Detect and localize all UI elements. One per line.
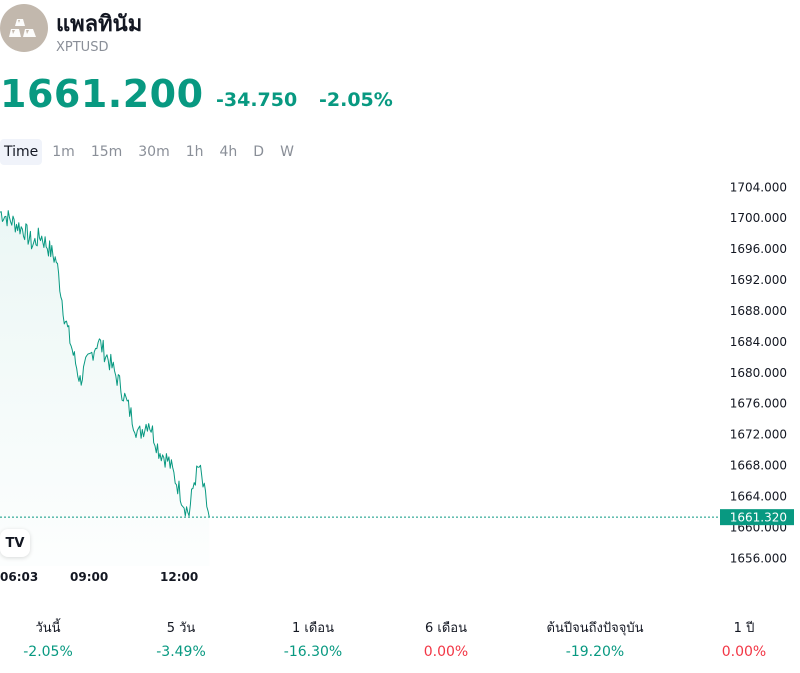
y-tick-label: 1692.000 bbox=[730, 273, 787, 287]
tab-1m[interactable]: 1m bbox=[52, 144, 75, 160]
tradingview-logo[interactable]: TV bbox=[0, 529, 30, 557]
perf-item-1m[interactable]: 1 เดือน -16.30% bbox=[243, 620, 383, 660]
y-tick-label: 1664.000 bbox=[730, 489, 787, 503]
y-tick-label: 1688.000 bbox=[730, 304, 787, 318]
perf-item-ytd[interactable]: ต้นปีจนถึงปัจจุบัน -19.20% bbox=[525, 620, 665, 660]
timeframe-tabs: Time 1m 15m 30m 1h 4h D W bbox=[0, 139, 300, 165]
platinum-bars-icon bbox=[0, 4, 48, 52]
y-tick-label: 1672.000 bbox=[730, 428, 787, 442]
price-series-line bbox=[0, 210, 210, 518]
perf-value: -16.30% bbox=[283, 644, 343, 660]
perf-value: -3.49% bbox=[156, 644, 206, 660]
performance-row: วันนี้ -2.05% 5 วัน -3.49% 1 เดือน -16.3… bbox=[0, 620, 800, 664]
y-tick-label: 1676.000 bbox=[730, 397, 787, 411]
current-price-badge-label: 1661.320 bbox=[730, 511, 787, 525]
x-tick-label: 06:03 bbox=[0, 570, 39, 584]
y-tick-label: 1668.000 bbox=[730, 459, 787, 473]
current-price-badge bbox=[720, 509, 794, 526]
y-tick-label: 1656.000 bbox=[730, 551, 787, 565]
y-tick-label: 1704.000 bbox=[730, 180, 787, 194]
perf-value: 0.00% bbox=[721, 644, 767, 660]
y-tick-label: 1696.000 bbox=[730, 242, 787, 256]
x-tick-label: 09:00 bbox=[70, 570, 109, 584]
tab-1h[interactable]: 1h bbox=[185, 144, 204, 160]
tab-d[interactable]: D bbox=[253, 144, 265, 160]
instrument-symbol: XPTUSD bbox=[56, 40, 109, 55]
y-tick-label: 1684.000 bbox=[730, 335, 787, 349]
y-tick-label: 1700.000 bbox=[730, 211, 787, 225]
tab-4h[interactable]: 4h bbox=[219, 144, 238, 160]
perf-item-5d[interactable]: 5 วัน -3.49% bbox=[111, 620, 251, 660]
price-chart[interactable]: 1704.000 1700.000 1696.000 1692.000 1688.000… bbox=[0, 168, 800, 568]
perf-label: 6 เดือน bbox=[425, 621, 467, 636]
instrument-title: แพลทินัม bbox=[56, 12, 143, 37]
tab-time[interactable]: Time bbox=[0, 139, 43, 165]
perf-item-today[interactable]: วันนี้ -2.05% bbox=[0, 620, 118, 660]
price-area-fill bbox=[0, 210, 210, 566]
price-change-percent: -2.05% bbox=[319, 89, 393, 111]
perf-item-1y[interactable]: 1 ปี 0.00% bbox=[674, 620, 800, 660]
perf-value: -2.05% bbox=[23, 644, 73, 660]
tab-w[interactable]: W bbox=[280, 144, 294, 160]
perf-label: วันนี้ bbox=[35, 621, 61, 636]
perf-value: 0.00% bbox=[423, 644, 469, 660]
price-change: -34.750 bbox=[216, 89, 298, 111]
perf-value: -19.20% bbox=[565, 644, 625, 660]
y-tick-label: 1680.000 bbox=[730, 366, 787, 380]
tab-15m[interactable]: 15m bbox=[90, 144, 123, 160]
perf-label: 1 เดือน bbox=[292, 621, 334, 636]
perf-item-6m[interactable]: 6 เดือน 0.00% bbox=[376, 620, 516, 660]
instrument-header: แพลทินัม XPTUSD bbox=[0, 4, 800, 55]
tab-30m[interactable]: 30m bbox=[138, 144, 170, 160]
price-chart-svg: 1704.000 1700.000 1696.000 1692.000 1688.000… bbox=[0, 180, 794, 566]
perf-label: 1 ปี bbox=[733, 621, 755, 636]
quote-row: 1661.200 -34.750 -2.05% bbox=[0, 72, 800, 116]
last-price: 1661.200 bbox=[0, 72, 204, 116]
perf-label: ต้นปีจนถึงปัจจุบัน bbox=[546, 621, 644, 636]
perf-label: 5 วัน bbox=[166, 621, 196, 636]
x-tick-label: 12:00 bbox=[160, 570, 199, 584]
